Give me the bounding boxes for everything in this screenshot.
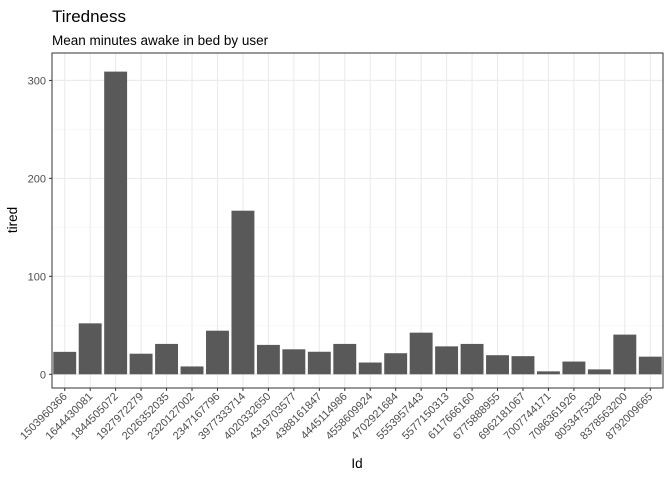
bar-8053475328 [587,369,611,375]
bar-4020332650 [256,344,280,375]
bar-1644430081 [78,323,102,375]
bar-4445114986 [333,343,357,375]
bar-1844505072 [104,71,128,375]
bar-7086361926 [562,361,586,375]
bar-2026352035 [155,343,179,375]
bar-4319703577 [282,349,306,375]
bar-5577150313 [435,346,459,375]
y-axis-title: tired [5,207,20,233]
bar-6962181067 [511,356,535,375]
bar-4558609924 [358,362,382,375]
bar-7007744171 [536,371,560,375]
bar-4702921684 [384,353,408,375]
bar-1927972279 [129,353,153,375]
bar-2347167796 [206,330,229,375]
bar-3977333714 [231,210,255,375]
y-tick-label: 0 [40,369,46,381]
bar-8792009665 [638,356,662,375]
y-tick-label: 300 [28,75,46,87]
bar-6117666160 [460,343,484,375]
bar-4388161847 [307,351,331,375]
y-tick-label: 200 [28,173,46,185]
bar-6775888955 [486,355,509,375]
bar-8378563200 [613,334,637,375]
bar-2320127002 [180,366,204,375]
chart-title: Tiredness [52,7,126,26]
chart-subtitle: Mean minutes awake in bed by user [52,33,269,48]
bar-1503960366 [53,351,77,375]
y-tick-label: 100 [28,271,46,283]
x-axis-title: Id [351,456,362,471]
bar-5553957443 [409,332,433,375]
panel-border [51,52,664,389]
bars [53,71,662,375]
y-axis: 0 100 200 300 [28,75,52,381]
